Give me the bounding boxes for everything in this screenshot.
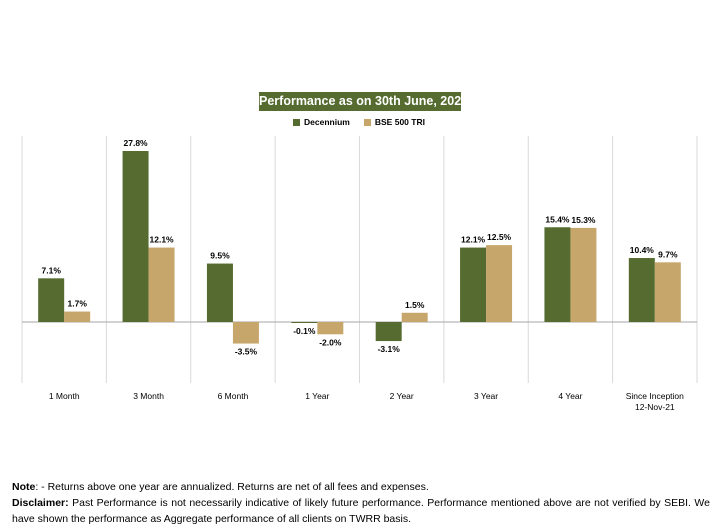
data-label: 1.5%	[405, 300, 425, 310]
legend-item-bse500tri: BSE 500 TRI	[363, 117, 425, 127]
bar-decennium	[291, 322, 318, 323]
bar-decennium	[375, 322, 402, 342]
legend-label-decennium: Decennium	[304, 117, 350, 127]
disclaimer-line: Disclaimer: Past Performance is not nece…	[12, 495, 710, 527]
data-label: 12.5%	[487, 232, 512, 242]
legend-swatch-decennium	[293, 118, 301, 126]
bar-bse500tri	[654, 262, 681, 322]
category-label: 6 Month	[218, 391, 249, 401]
legend-swatch-bse500tri	[363, 118, 371, 126]
disclaimer-text: Past Performance is not necessarily indi…	[12, 497, 710, 525]
data-label: 10.4%	[630, 245, 655, 255]
data-label: -3.5%	[235, 347, 258, 357]
bar-decennium	[38, 278, 65, 322]
bar-decennium	[122, 151, 149, 322]
category-label: 2 Year	[390, 391, 414, 401]
category-label: 3 Month	[133, 391, 164, 401]
category-label: 1 Month	[49, 391, 80, 401]
bar-bse500tri	[148, 247, 175, 322]
data-label: 9.7%	[658, 249, 678, 259]
category-label: 12-Nov-21	[635, 402, 675, 412]
bar-decennium	[628, 258, 655, 322]
notes-section: Note: - Returns above one year are annua…	[12, 479, 710, 527]
bar-decennium	[206, 263, 233, 322]
bar-bse500tri	[486, 245, 513, 322]
data-label: 7.1%	[42, 265, 62, 275]
bar-bse500tri	[317, 322, 344, 335]
bar-bse500tri	[64, 311, 91, 322]
data-label: 12.1%	[461, 235, 486, 245]
legend-label-bse500tri: BSE 500 TRI	[374, 117, 425, 127]
category-label: 4 Year	[558, 391, 582, 401]
bar-decennium	[544, 227, 571, 322]
category-label: 3 Year	[474, 391, 498, 401]
chart-legend: Decennium BSE 500 TRI	[0, 117, 718, 127]
data-label: 15.3%	[571, 215, 596, 225]
disclaimer-label: Disclaimer:	[12, 497, 69, 509]
data-label: 27.8%	[124, 138, 149, 148]
data-label: -3.1%	[378, 344, 401, 354]
category-label: 1 Year	[305, 391, 329, 401]
performance-bar-chart: 7.1% 27.8% 9.5% -0.1% -3.1% 12.1% 15.4% 10.4% 1.…	[21, 136, 698, 412]
data-label: 15.4%	[545, 214, 570, 224]
data-label: 1.7%	[68, 299, 88, 309]
legend-item-decennium: Decennium	[293, 117, 350, 127]
data-label: 9.5%	[210, 251, 230, 261]
data-label: -0.1%	[293, 326, 316, 336]
note-line: Note: - Returns above one year are annua…	[12, 479, 710, 495]
note-text: : - Returns above one year are annualize…	[35, 481, 429, 493]
bar-bse500tri	[401, 312, 428, 322]
category-label: Since Inception	[626, 391, 684, 401]
bar-bse500tri	[570, 227, 597, 322]
chart-title: Performance as on 30th June, 2026	[259, 92, 468, 111]
bar-decennium	[460, 247, 487, 322]
data-label: 12.1%	[150, 235, 175, 245]
note-label: Note	[12, 481, 36, 493]
bar-bse500tri	[232, 322, 259, 344]
data-label: -2.0%	[319, 337, 342, 347]
